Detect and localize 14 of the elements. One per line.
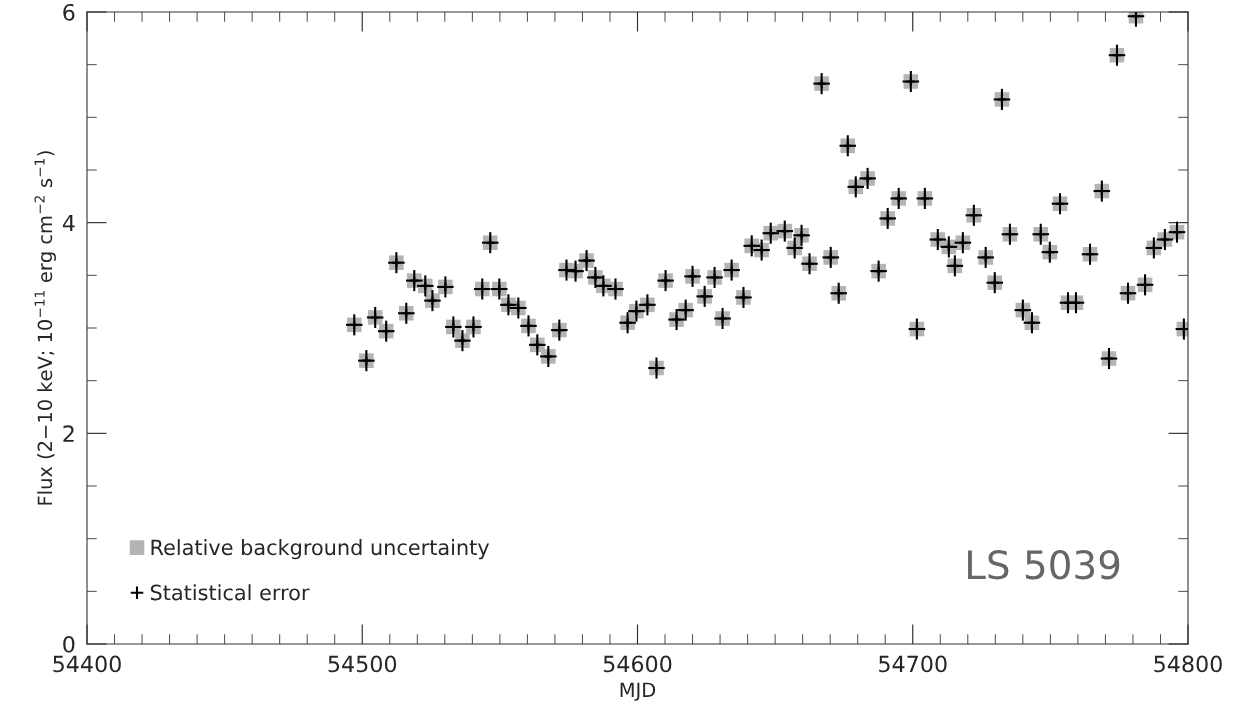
- y-axis-title: Flux (2−10 keV; 10$^{−11}$ erg cm$^{−2}$ s$^{−1}$): [34, 151, 57, 505]
- y-tick-label: 0: [63, 635, 75, 653]
- y-tick-label: 4: [62, 214, 75, 232]
- x-axis-title: MJD: [620, 682, 656, 701]
- legend-label: Relative background uncertainty: [151, 539, 490, 560]
- y-tick-label: 6: [63, 3, 75, 21]
- y-tick-label: 2: [63, 425, 74, 442]
- annotation: LS 5039: [968, 550, 1120, 580]
- x-tick-label: 54500: [328, 655, 397, 673]
- x-tick-label: 54600: [603, 655, 672, 673]
- x-tick-label: 54400: [53, 655, 121, 673]
- legend-label: Statistical error: [150, 584, 310, 601]
- x-tick-label: 54800: [1154, 655, 1222, 673]
- x-tick-label: 54700: [879, 655, 947, 673]
